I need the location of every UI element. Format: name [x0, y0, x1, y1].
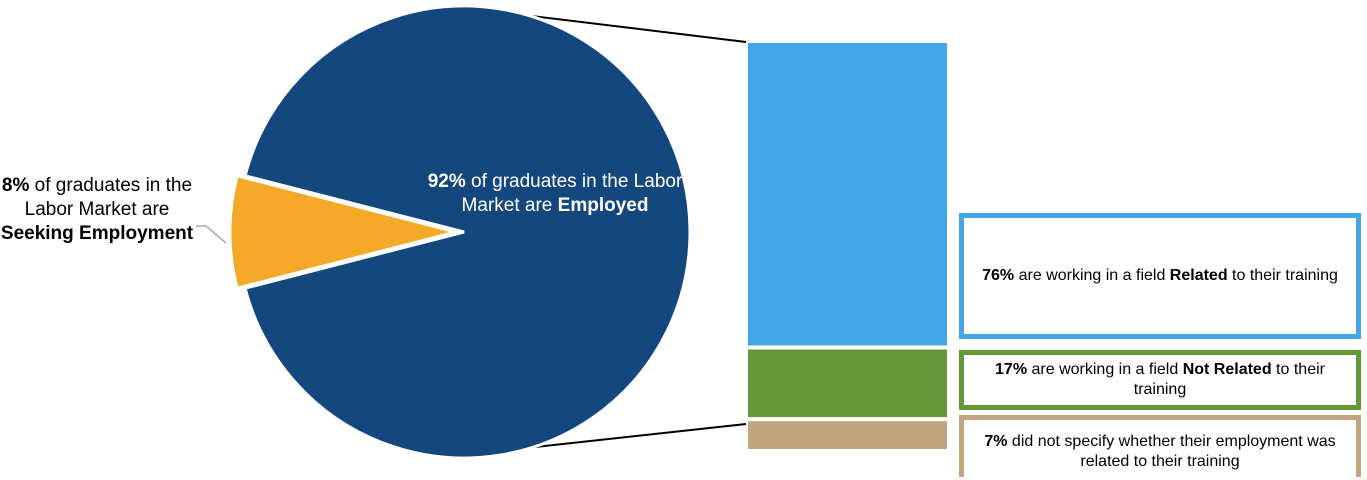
seeking-pct: 8%: [1, 175, 30, 196]
related-strong: Related: [1169, 267, 1228, 284]
seeking-strong: Seeking Employment: [0, 223, 194, 244]
unspecified-callout-text: 7% did not specify whether their employm…: [972, 432, 1348, 472]
related-pct: 76%: [982, 267, 1015, 284]
pie-slice-employed: [243, 4, 692, 460]
employed-strong: Employed: [557, 195, 649, 216]
employed-pct: 92%: [427, 171, 466, 192]
bar-segment-related: [748, 43, 947, 346]
not-related-text1: are working in a field: [1027, 361, 1183, 378]
related-text2: to their training: [1227, 267, 1338, 284]
seeking-text: of graduates in the Labor Market are: [24, 175, 193, 220]
not-related-callout-text: 17% are working in a field Not Related t…: [972, 360, 1348, 400]
not-related-text2: to their training: [1133, 361, 1325, 398]
seeking-employment-label: 8% of graduates in the Labor Market are …: [0, 174, 194, 246]
related-callout-text: 76% are working in a field Related to th…: [982, 266, 1338, 286]
connector-line-bottom: [498, 423, 747, 452]
not-related-strong: Not Related: [1182, 361, 1272, 378]
not-related-pct: 17%: [995, 361, 1028, 378]
seeking-leader-line: [196, 225, 227, 244]
employed-label: 92% of graduates in the Labor Market are…: [425, 170, 685, 218]
unspecified-text1: did not specify whether their employment…: [1007, 433, 1336, 470]
related-callout-box: 76% are working in a field Related to th…: [959, 213, 1361, 339]
pie-slice-seeking: [228, 173, 457, 291]
employed-text: of graduates in the Labor Market are: [461, 171, 683, 216]
bar-segment-unspecified: [748, 421, 947, 449]
related-text1: are working in a field: [1014, 267, 1170, 284]
unspecified-pct: 7%: [984, 433, 1008, 450]
unspecified-callout-box: 7% did not specify whether their employm…: [959, 415, 1361, 477]
bar-segment-not-related: [748, 349, 947, 418]
connector-line-top: [498, 11, 747, 43]
not-related-callout-box: 17% are working in a field Not Related t…: [959, 350, 1361, 410]
